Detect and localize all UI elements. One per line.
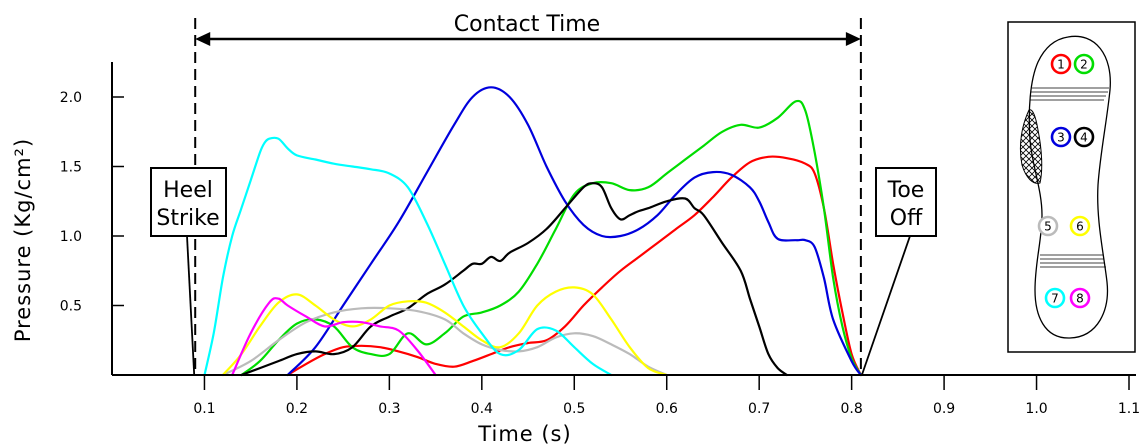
- sensor-ring-2: [1073, 53, 1095, 75]
- sensor-ring-6: [1069, 215, 1091, 237]
- insole-stripes-upper: [1030, 87, 1109, 101]
- y-tick-label: 1.0: [60, 229, 82, 245]
- heel-strike-leader-line: [186, 235, 196, 376]
- sensor-ring-1: [1050, 53, 1072, 75]
- x-tick-label: 0.2: [286, 401, 308, 417]
- x-tick-label: 1.0: [1025, 401, 1047, 417]
- x-tick-label: 0.8: [841, 401, 863, 417]
- x-tick-label: 0.3: [378, 401, 400, 417]
- sensor-ring-5: [1037, 215, 1059, 237]
- toe-off-label-line1: Toe: [887, 178, 925, 203]
- series-line-sensor-5: [221, 306, 668, 377]
- series-line-sensor-3: [286, 86, 862, 377]
- sensor-number-6: 6: [1076, 220, 1084, 234]
- insole-outline: [1028, 35, 1111, 339]
- sensor-ring-4: [1073, 126, 1095, 148]
- x-axis-title: Time (s): [477, 422, 571, 446]
- series-layer: [203, 86, 862, 377]
- x-tick-label: 1.1: [1118, 401, 1140, 417]
- heel-strike-label-line1: Heel: [163, 178, 213, 203]
- arch-hatch-region: [1019, 109, 1043, 184]
- insole-stripes-lower: [1040, 254, 1106, 268]
- x-tick-label: 0.6: [656, 401, 678, 417]
- sensor-number-5: 5: [1044, 220, 1052, 234]
- sensor-markers: 1 2 3 4 5 6 7 8: [1037, 53, 1095, 309]
- sensor-number-2: 2: [1080, 58, 1088, 72]
- series-line-sensor-8: [231, 297, 437, 377]
- sensor-number-7: 7: [1051, 292, 1059, 306]
- contact-time-arrowhead-right: [845, 32, 861, 46]
- series-line-sensor-2: [240, 99, 862, 377]
- sensor-ring-8: [1069, 287, 1091, 309]
- heel-strike-label-line2: Strike: [156, 206, 219, 231]
- sensor-number-3: 3: [1057, 131, 1065, 145]
- x-tick-label: 0.7: [748, 401, 770, 417]
- y-tick-label: 0.5: [60, 299, 82, 315]
- toe-off-label-line2: Off: [890, 206, 923, 231]
- contact-time-label: Contact Time: [454, 12, 600, 37]
- y-axis-title: Pressure (Kg/cm²): [11, 138, 35, 342]
- sensor-ring-7: [1044, 287, 1066, 309]
- x-tick-label: 0.1: [193, 401, 215, 417]
- toe-off-box: [875, 167, 937, 237]
- heel-strike-box: [150, 167, 227, 237]
- tick-layer: 0.1 0.2 0.3 0.4 0.5 0.6 0.7 0.8 0.9 1.0 1.1 0.5 1.0 1…: [60, 90, 1140, 417]
- series-line-sensor-1: [286, 155, 862, 377]
- sensor-number-4: 4: [1080, 131, 1088, 145]
- y-tick-label: 1.5: [60, 160, 82, 176]
- x-tick-label: 0.4: [471, 401, 493, 417]
- y-tick-label: 2.0: [60, 90, 82, 106]
- sensor-ring-3: [1050, 126, 1072, 148]
- insole-sensor-diagram: 1 2 3 4 5 6 7 8: [1007, 21, 1136, 353]
- x-tick-label: 0.9: [933, 401, 955, 417]
- contact-time-arrowhead-left: [195, 32, 211, 46]
- sensor-number-1: 1: [1057, 58, 1065, 72]
- sensor-number-8: 8: [1076, 292, 1084, 306]
- x-tick-label: 0.5: [563, 401, 585, 417]
- series-line-sensor-4: [240, 182, 788, 377]
- toe-off-leader-line: [861, 235, 911, 376]
- series-line-sensor-7: [203, 136, 613, 377]
- series-line-sensor-6: [221, 286, 668, 377]
